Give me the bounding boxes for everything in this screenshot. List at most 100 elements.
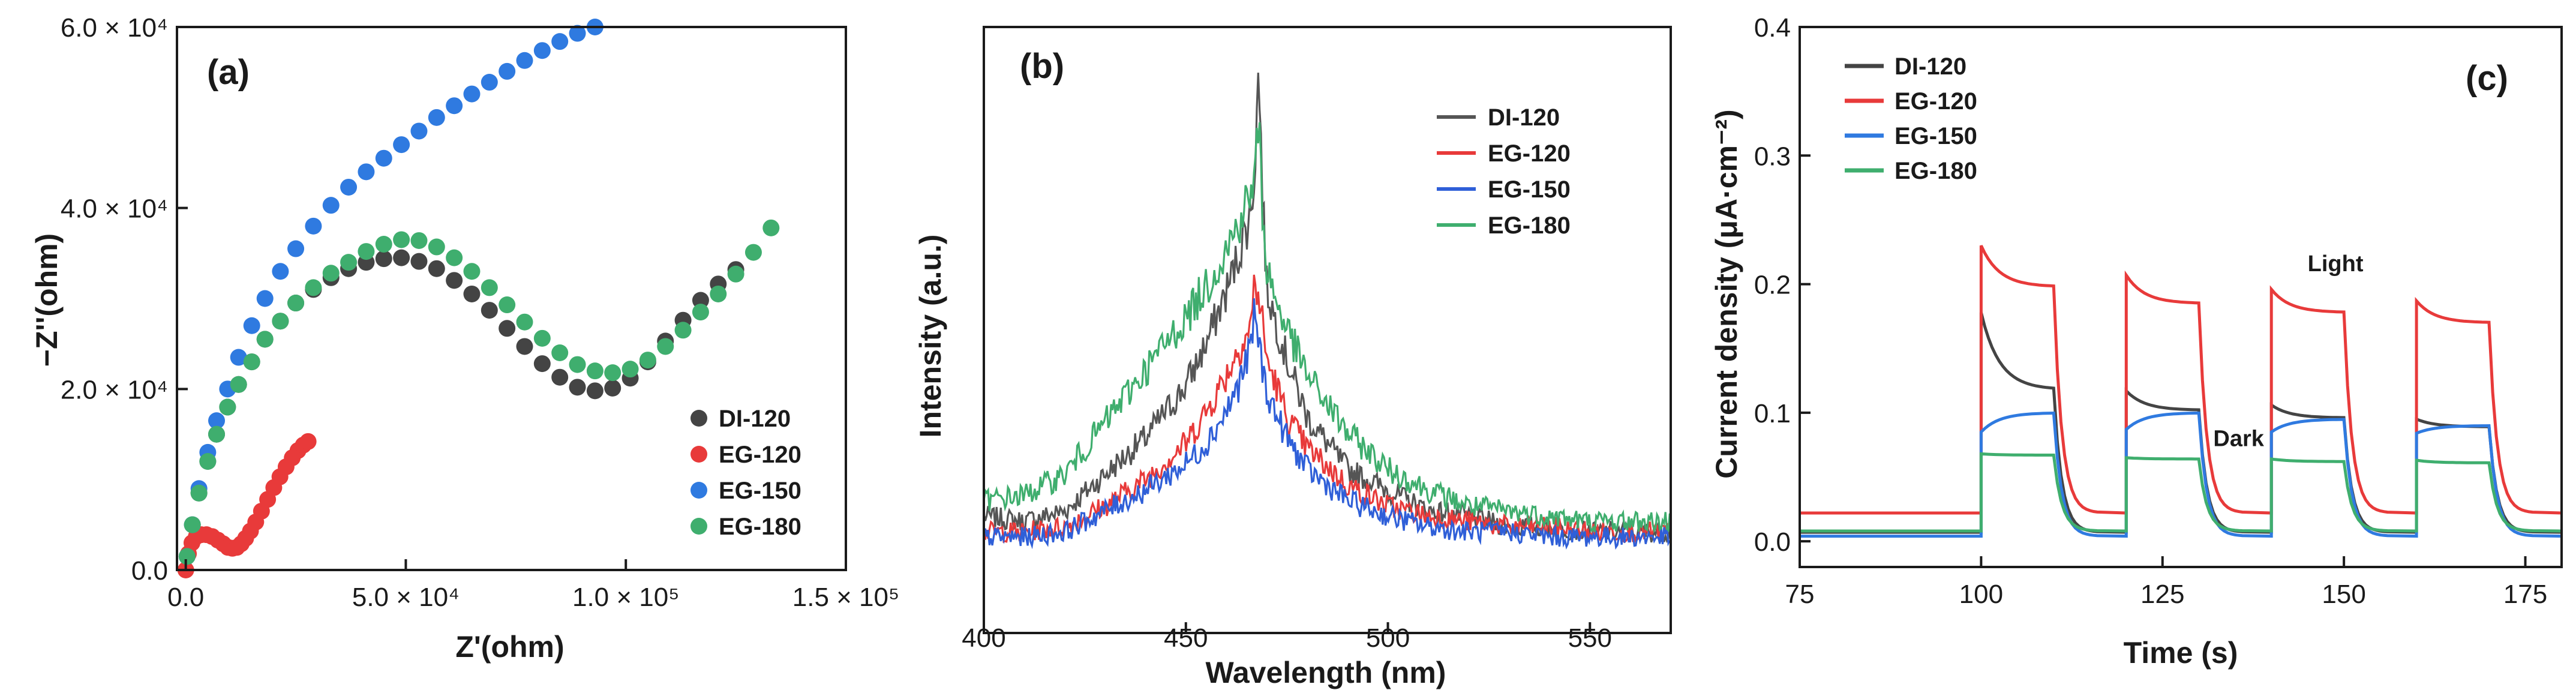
data-point bbox=[446, 249, 463, 266]
x-tick-label: 400 bbox=[962, 623, 1005, 653]
y-tick-label: 0.3 bbox=[1754, 142, 1791, 171]
data-point bbox=[463, 285, 481, 302]
data-point bbox=[551, 33, 569, 50]
data-point bbox=[551, 344, 569, 361]
data-point bbox=[219, 398, 236, 416]
panel-c-label: (c) bbox=[2466, 59, 2508, 98]
panel-a-ylabel: −Z''(ohm) bbox=[30, 233, 64, 367]
data-point bbox=[710, 285, 727, 302]
x-tick-label: 0.0 bbox=[167, 583, 204, 612]
legend-c-label-eg-120: EG-120 bbox=[1895, 88, 1977, 115]
panel-c-ylabel: Current density (μA·cm⁻²) bbox=[1710, 109, 1743, 478]
data-point bbox=[410, 232, 428, 249]
panel-a-marks bbox=[177, 19, 780, 578]
data-point bbox=[744, 244, 762, 261]
data-point bbox=[499, 62, 516, 80]
data-point bbox=[569, 379, 586, 396]
data-point bbox=[305, 279, 322, 296]
data-point bbox=[533, 42, 551, 59]
panel-b-frame bbox=[983, 26, 1672, 634]
data-point bbox=[428, 238, 445, 256]
data-point bbox=[243, 317, 260, 334]
panel-c-ticks: 75 100 125 150 175 0.0 0.1 0.2 0.3 0.4 bbox=[1754, 13, 2547, 609]
data-point bbox=[586, 362, 604, 380]
data-point bbox=[375, 149, 392, 167]
panel-a-ticks: 0.0 5.0 × 10⁴ 1.0 × 10⁵ 1.5 × 10⁵ 0.0 2.0 × 1… bbox=[61, 13, 899, 612]
panel-c-marks bbox=[1800, 245, 2562, 538]
x-tick-label: 1.0 × 10⁵ bbox=[572, 583, 680, 612]
legend-a-marker-eg-150 bbox=[690, 482, 707, 499]
y-tick-label: 0.2 bbox=[1754, 271, 1791, 300]
data-point bbox=[208, 412, 226, 430]
data-point bbox=[375, 236, 392, 253]
panel-c-frame bbox=[1799, 26, 2563, 568]
data-point bbox=[299, 433, 317, 450]
legend-a-marker-eg-120 bbox=[690, 446, 707, 463]
legend-b-label-eg-180: EG-180 bbox=[1488, 212, 1571, 239]
data-point bbox=[516, 313, 533, 331]
panel-b-xlabel: Wavelength (nm) bbox=[1206, 656, 1446, 689]
data-point bbox=[499, 320, 516, 337]
data-point bbox=[393, 231, 410, 248]
series-line-di-120 bbox=[1800, 312, 2562, 534]
panel-c-legend: DI-120 EG-120 EG-150 EG-180 bbox=[1845, 53, 1977, 184]
y-tick-label: 0.4 bbox=[1754, 13, 1791, 43]
legend-a-label-eg-180: EG-180 bbox=[719, 514, 801, 540]
series-eg-180 bbox=[178, 219, 780, 565]
panel-b-label: (b) bbox=[1020, 47, 1064, 86]
legend-a-label-eg-150: EG-150 bbox=[719, 478, 801, 504]
panel-b-marks bbox=[983, 73, 1671, 550]
panel-a-impedance-plot: 0.0 5.0 × 10⁴ 1.0 × 10⁵ 1.5 × 10⁵ 0.0 2.0 × 1… bbox=[30, 13, 899, 664]
data-point bbox=[272, 313, 289, 330]
legend-a-label-di-120: DI-120 bbox=[719, 406, 791, 432]
data-point bbox=[190, 484, 208, 502]
data-point bbox=[499, 296, 516, 314]
panel-a-label: (a) bbox=[207, 53, 250, 92]
data-point bbox=[604, 364, 622, 382]
data-point bbox=[256, 331, 274, 348]
data-point bbox=[551, 368, 569, 386]
panel-c-xlabel: Time (s) bbox=[2124, 636, 2238, 670]
y-tick-label: 0.1 bbox=[1754, 399, 1791, 428]
series-line-eg-120 bbox=[983, 274, 1671, 544]
x-tick-label: 1.5 × 10⁵ bbox=[792, 583, 900, 612]
legend-c-label-di-120: DI-120 bbox=[1895, 53, 1966, 80]
data-point bbox=[410, 253, 428, 270]
series-line-eg-180 bbox=[1800, 452, 2562, 533]
panel-b-pl-spectra: 400 450 500 550 (b) Wavelength (nm) Intensi… bbox=[914, 26, 1672, 689]
data-point bbox=[287, 295, 305, 312]
data-point bbox=[322, 197, 340, 214]
series-line-eg-150 bbox=[983, 298, 1671, 550]
annotation-dark: Dark bbox=[2213, 427, 2264, 452]
data-point bbox=[622, 361, 639, 378]
legend-a-label-eg-120: EG-120 bbox=[719, 442, 801, 468]
data-point bbox=[533, 329, 551, 347]
data-point bbox=[463, 263, 481, 280]
data-point bbox=[674, 322, 692, 339]
data-point bbox=[481, 302, 498, 319]
panel-a-legend: DI-120 EG-120 EG-150 EG-180 bbox=[690, 406, 801, 540]
data-point bbox=[358, 163, 375, 181]
data-point bbox=[322, 265, 340, 282]
panel-a-xlabel: Z'(ohm) bbox=[455, 630, 564, 664]
x-tick-label: 5.0 × 10⁴ bbox=[352, 583, 460, 612]
data-point bbox=[727, 265, 744, 283]
data-point bbox=[208, 425, 226, 443]
x-tick-label: 150 bbox=[2322, 580, 2365, 609]
data-point bbox=[199, 453, 217, 470]
legend-b-label-di-120: DI-120 bbox=[1488, 104, 1560, 131]
data-point bbox=[463, 85, 481, 103]
data-point bbox=[243, 353, 260, 371]
data-point bbox=[533, 355, 551, 373]
data-point bbox=[569, 356, 586, 373]
data-point bbox=[230, 349, 247, 366]
x-tick-label: 450 bbox=[1164, 623, 1208, 653]
legend-c-label-eg-150: EG-150 bbox=[1895, 123, 1977, 149]
data-point bbox=[657, 338, 674, 355]
panel-b-ticks: 400 450 500 550 bbox=[962, 622, 1612, 653]
y-tick-label: 0.0 bbox=[1754, 527, 1791, 557]
data-point bbox=[358, 243, 375, 260]
data-point bbox=[340, 178, 358, 196]
data-point bbox=[272, 263, 289, 280]
